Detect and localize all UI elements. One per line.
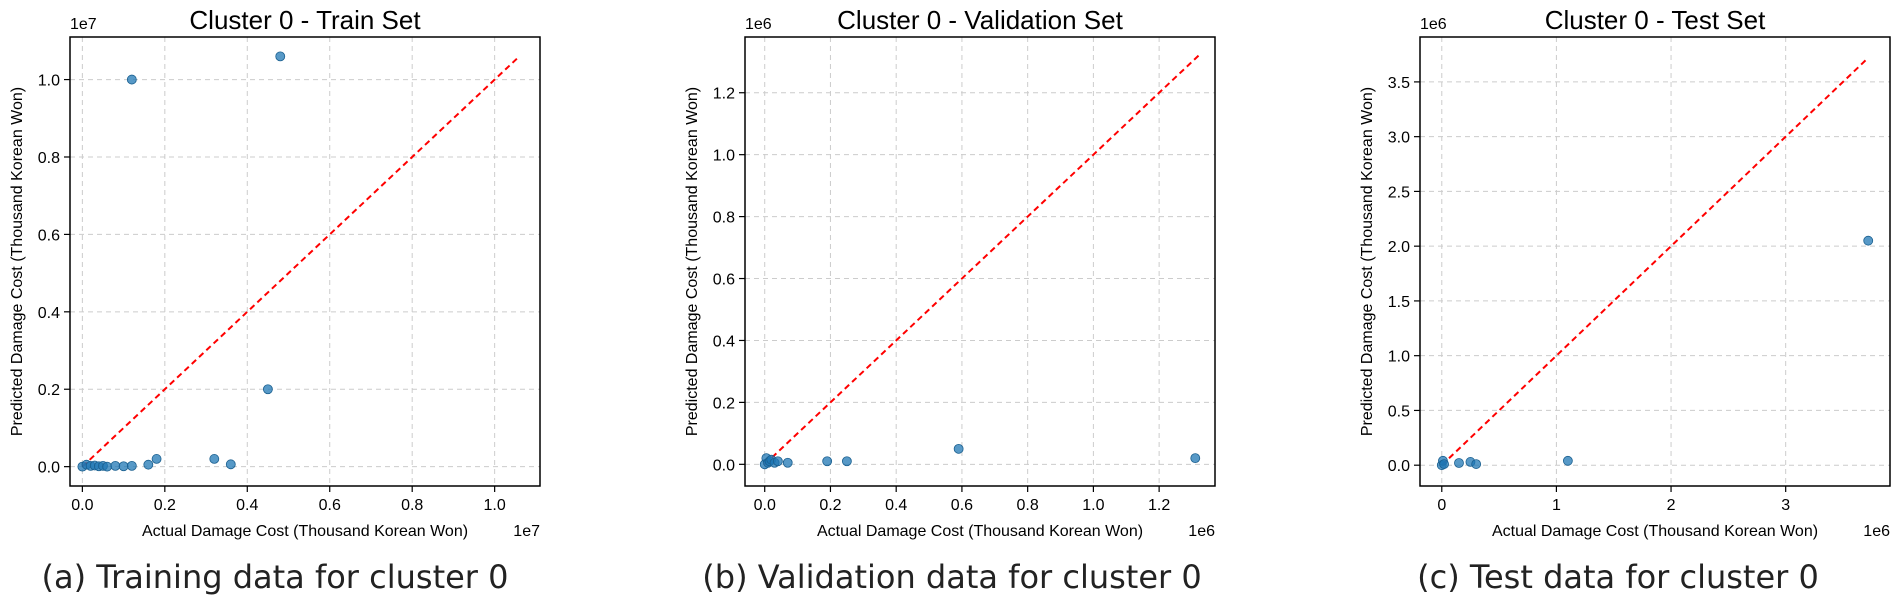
data-point (118, 461, 129, 472)
y-tick-label: 0.4 (38, 305, 60, 322)
data-point (225, 459, 236, 470)
y-tick-label: 0.0 (1388, 458, 1410, 475)
y-tick-label: 2.5 (1388, 184, 1410, 201)
data-point (841, 456, 852, 467)
data-point (1454, 458, 1464, 468)
x-tick-label: 0.0 (754, 497, 776, 514)
x-tick-label: 0.8 (401, 497, 423, 514)
y-tick-label: 0.5 (1388, 403, 1410, 420)
data-point (1471, 459, 1482, 469)
data-point (953, 443, 964, 454)
y-tick-label: 0.6 (713, 272, 735, 289)
x-tick-label: 1 (1552, 497, 1561, 514)
caption-train: (a) Training data for cluster 0 (41, 558, 509, 596)
y-tick-label: 0.8 (38, 150, 60, 167)
chart-test: 0 1 2 3 0.0 0.5 1.0 1.5 2.0 2.5 3.0 3.5 Cluster 0 - … (1359, 5, 1891, 540)
chart-train: 0.0 0.2 0.4 0.6 0.8 1.0 0.0 0.2 0.4 0.6 0.8 1.0 Clus… (9, 5, 541, 540)
data-point (1439, 459, 1449, 469)
axes-frame (744, 36, 1216, 487)
data-point (126, 74, 137, 85)
y-tick-label: 2.0 (1388, 239, 1410, 256)
y-offset-label: 1e6 (745, 16, 772, 33)
x-tick-label: 0.2 (819, 497, 841, 514)
data-point (1190, 453, 1201, 464)
data-point (143, 459, 154, 470)
chart-title: Cluster 0 - Test Set (1545, 5, 1766, 35)
y-tick-label: 1.0 (1388, 349, 1410, 366)
x-offset-label: 1e6 (1188, 523, 1215, 540)
x-tick-label: 0.2 (154, 497, 176, 514)
caption-test: (c) Test data for cluster 0 (1417, 558, 1819, 596)
x-offset-label: 1e7 (513, 523, 540, 540)
x-tick-label: 1.2 (1148, 497, 1170, 514)
y-offset-label: 1e6 (1420, 16, 1447, 33)
y-tick-label: 3.5 (1388, 75, 1410, 92)
y-tick-label: 1.5 (1388, 294, 1410, 311)
x-tick-label: 3 (1781, 497, 1790, 514)
data-point (782, 457, 793, 468)
data-point (1863, 235, 1874, 246)
x-tick-label: 1.0 (484, 497, 506, 514)
y-tick-label: 0.0 (38, 460, 60, 477)
x-tick-label: 0.4 (885, 497, 907, 514)
axes-frame (69, 36, 541, 487)
y-tick-label: 0.6 (38, 227, 60, 244)
chart-title: Cluster 0 - Validation Set (837, 5, 1123, 35)
data-point (102, 461, 113, 472)
data-point (275, 51, 286, 62)
reference-line (1441, 57, 1869, 466)
y-tick-label: 1.2 (713, 86, 735, 103)
y-tick-label: 0.4 (713, 333, 735, 350)
data-point (772, 456, 783, 467)
y-tick-label: 0.0 (713, 457, 735, 474)
y-tick-label: 0.2 (713, 395, 735, 412)
x-tick-label: 0.6 (319, 497, 341, 514)
y-offset-label: 1e7 (70, 16, 97, 33)
x-tick-label: 1.0 (1082, 497, 1104, 514)
y-tick-label: 1.0 (713, 148, 735, 165)
y-axis-label: Predicted Damage Cost (Thousand Korean W… (684, 87, 701, 436)
data-point (126, 460, 137, 471)
x-tick-label: 0.4 (236, 497, 258, 514)
x-axis-label: Actual Damage Cost (Thousand Korean Won) (142, 523, 468, 540)
y-tick-label: 3.0 (1388, 130, 1410, 147)
chart-title: Cluster 0 - Train Set (189, 5, 421, 35)
x-tick-label: 0.0 (71, 497, 93, 514)
reference-line (81, 55, 521, 468)
x-axis-label: Actual Damage Cost (Thousand Korean Won) (1492, 523, 1818, 540)
y-tick-label: 1.0 (38, 73, 60, 90)
x-offset-label: 1e6 (1863, 523, 1890, 540)
caption-validation: (b) Validation data for cluster 0 (702, 558, 1202, 596)
data-point (1562, 455, 1573, 466)
x-axis-label: Actual Damage Cost (Thousand Korean Won) (817, 523, 1143, 540)
data-point (209, 454, 220, 464)
data-point (110, 460, 121, 471)
x-tick-label: 0.6 (951, 497, 973, 514)
axes-frame (1419, 36, 1891, 487)
chart-validation: 0.0 0.2 0.4 0.6 0.8 1.0 1.2 0.0 0.2 0.4 0.6 0.8 1.0 1… (684, 5, 1216, 540)
y-axis-label: Predicted Damage Cost (Thousand Korean W… (9, 87, 26, 436)
x-tick-label: 2 (1667, 497, 1676, 514)
data-point (822, 456, 833, 467)
y-tick-label: 0.2 (38, 382, 60, 399)
y-tick-label: 0.8 (713, 210, 735, 227)
data-point (151, 454, 162, 464)
x-tick-label: 0.8 (1017, 497, 1039, 514)
reference-line (764, 54, 1200, 466)
x-tick-label: 0 (1437, 497, 1446, 514)
y-axis-label: Predicted Damage Cost (Thousand Korean W… (1359, 87, 1376, 436)
data-point (262, 384, 273, 395)
